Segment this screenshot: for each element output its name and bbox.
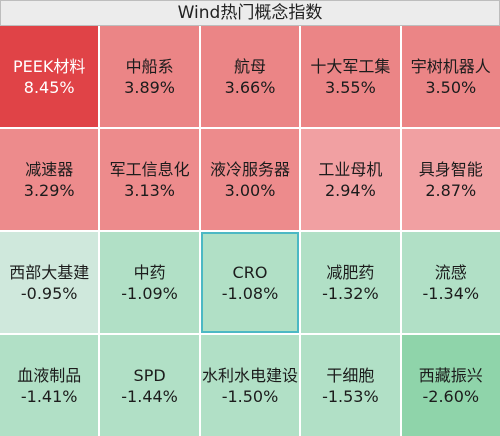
- concept-change: 3.29%: [23, 180, 75, 200]
- concept-tile[interactable]: 干细胞 -1.53%: [301, 335, 400, 436]
- concept-name: 西部大基建: [9, 262, 90, 282]
- concept-change: -1.41%: [20, 386, 78, 406]
- concept-tile[interactable]: 水利水电建设 -1.50%: [200, 335, 300, 436]
- concept-change: 3.13%: [124, 180, 175, 200]
- concept-tile[interactable]: 西藏振兴 -2.60%: [401, 335, 500, 436]
- concept-change: -1.34%: [422, 283, 480, 303]
- concept-change: -1.53%: [322, 386, 379, 406]
- concept-tile[interactable]: 宇树机器人 3.50%: [401, 26, 500, 127]
- concept-tile[interactable]: 具身智能 2.87%: [401, 129, 500, 230]
- concept-change: 3.50%: [425, 77, 477, 97]
- concept-name: PEEK材料: [13, 56, 86, 76]
- concept-tile[interactable]: CRO -1.08%: [200, 232, 300, 333]
- concept-change: 8.45%: [23, 77, 75, 97]
- concept-change: -2.60%: [422, 386, 480, 406]
- concept-change: -1.50%: [221, 386, 279, 406]
- concept-change: 3.66%: [224, 77, 276, 97]
- concept-name: CRO: [232, 262, 268, 282]
- concept-tile[interactable]: 减速器 3.29%: [0, 129, 99, 230]
- concept-tile[interactable]: 中药 -1.09%: [100, 232, 199, 333]
- concept-tile[interactable]: 工业母机 2.94%: [301, 129, 400, 230]
- concept-change: -1.09%: [121, 283, 178, 303]
- concept-change: -0.95%: [20, 283, 78, 303]
- concept-tile[interactable]: 液冷服务器 3.00%: [200, 129, 300, 230]
- concept-name: 液冷服务器: [209, 159, 290, 179]
- concept-name: 宇树机器人: [410, 56, 491, 76]
- concept-tile[interactable]: SPD -1.44%: [100, 335, 199, 436]
- concept-change: 2.87%: [425, 180, 477, 200]
- concept-name: 具身智能: [418, 159, 483, 179]
- concept-tile[interactable]: 军工信息化 3.13%: [100, 129, 199, 230]
- concept-name: 航母: [233, 56, 266, 76]
- concept-name: 流感: [434, 262, 467, 282]
- concept-change: 3.00%: [224, 180, 276, 200]
- concept-name: 中船系: [125, 56, 174, 76]
- concept-name: 军工信息化: [109, 159, 190, 179]
- concept-name: 十大军工集: [310, 56, 391, 76]
- concept-change: 3.55%: [324, 77, 376, 97]
- concept-tile[interactable]: 流感 -1.34%: [401, 232, 500, 333]
- concept-name: 干细胞: [326, 365, 375, 385]
- concept-change: -1.08%: [221, 283, 279, 303]
- heatmap-grid: PEEK材料 8.45% 中船系 3.89% 航母 3.66% 十大军工集 3.55% 宇树机器…: [0, 26, 500, 436]
- concept-tile[interactable]: 中船系 3.89%: [100, 26, 199, 127]
- concept-tile[interactable]: PEEK材料 8.45%: [0, 26, 99, 127]
- concept-change: -1.32%: [322, 283, 379, 303]
- concept-change: 2.94%: [324, 180, 376, 200]
- concept-tile[interactable]: 十大军工集 3.55%: [301, 26, 400, 127]
- concept-name: 减肥药: [326, 262, 375, 282]
- heatmap-title: Wind热门概念指数: [0, 0, 500, 26]
- concept-name: 水利水电建设: [201, 365, 298, 385]
- concept-tile[interactable]: 减肥药 -1.32%: [301, 232, 400, 333]
- concept-name: 血液制品: [17, 365, 82, 385]
- concept-change: -1.44%: [121, 386, 178, 406]
- concept-change: 3.89%: [124, 77, 175, 97]
- concept-name: 减速器: [25, 159, 74, 179]
- concept-name: 工业母机: [318, 159, 383, 179]
- concept-name: 西藏振兴: [418, 365, 483, 385]
- concept-name: SPD: [133, 365, 166, 385]
- concept-tile[interactable]: 航母 3.66%: [200, 26, 300, 127]
- concept-name: 中药: [133, 262, 166, 282]
- concept-tile[interactable]: 血液制品 -1.41%: [0, 335, 99, 436]
- concept-tile[interactable]: 西部大基建 -0.95%: [0, 232, 99, 333]
